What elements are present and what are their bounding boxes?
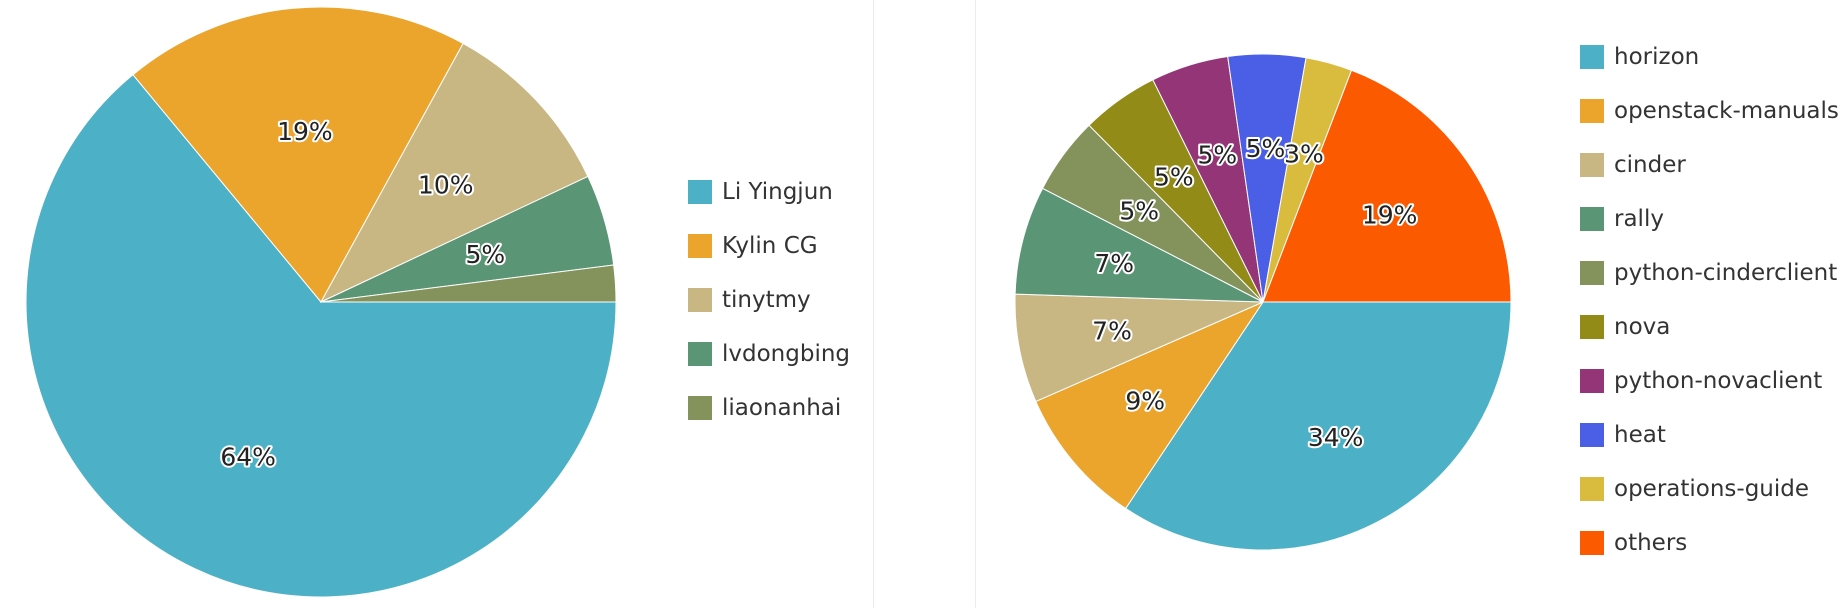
legend-left: Li Yingjun Kylin CG tinytmy lvdongbing liaon… — [688, 165, 850, 435]
pie-chart-left: 64% 19% 10% 5% Li Yingjun Kylin CG tinytmy lvd… — [0, 0, 872, 608]
pie-chart-right: 34% 9% 7% 7% 5% 5% 5% 5% 3% 19% horizon openstack-… — [976, 0, 1844, 608]
slice-value-label: 5% — [1198, 141, 1238, 170]
legend-item[interactable]: others — [1580, 516, 1839, 570]
slice-value-label: 64% — [220, 442, 276, 471]
legend-item[interactable]: Li Yingjun — [688, 165, 850, 219]
legend-item[interactable]: python-novaclient — [1580, 354, 1839, 408]
legend-swatch — [688, 396, 712, 420]
slice-value-label: 3% — [1284, 139, 1324, 168]
legend-swatch — [1580, 477, 1604, 501]
pie-right-svg: 34%9%7%7%5%5%5% 5%3%19% — [1014, 53, 1512, 551]
legend-label: tinytmy — [722, 287, 811, 313]
legend-label: cinder — [1614, 152, 1686, 178]
legend-swatch — [688, 342, 712, 366]
legend-label: horizon — [1614, 44, 1700, 70]
legend-item[interactable]: nova — [1580, 300, 1839, 354]
slice-value-label: 5% — [1119, 196, 1159, 225]
legend-label: rally — [1614, 206, 1664, 232]
legend-item[interactable]: Kylin CG — [688, 219, 850, 273]
pie-slice-kylin-cg[interactable] — [132, 6, 464, 303]
legend-label: lvdongbing — [722, 341, 851, 367]
legend-item[interactable]: openstack-manuals — [1580, 84, 1839, 138]
panel-divider — [975, 0, 976, 608]
slice-value-label: 10% — [418, 170, 474, 199]
legend-label: nova — [1614, 314, 1671, 340]
panel-divider — [873, 0, 874, 608]
legend-label: python-cinderclient — [1614, 260, 1838, 286]
legend-item[interactable]: cinder — [1580, 138, 1839, 192]
legend-swatch — [1580, 207, 1604, 231]
legend-label: Li Yingjun — [722, 179, 833, 205]
slice-value-label: 34% — [1308, 423, 1364, 452]
legend-item[interactable]: operations-guide — [1580, 462, 1839, 516]
legend-swatch — [1580, 261, 1604, 285]
slice-value-label: 5% — [1246, 134, 1286, 163]
legend-swatch — [1580, 315, 1604, 339]
slice-value-label: 5% — [1154, 162, 1194, 191]
legend-item[interactable]: lvdongbing — [688, 327, 850, 381]
legend-item[interactable]: python-cinderclient — [1580, 246, 1839, 300]
slice-value-label: 19% — [1362, 200, 1418, 229]
legend-swatch — [1580, 99, 1604, 123]
pie-slice-cinder[interactable] — [1014, 293, 1264, 403]
pie-slice-rally[interactable] — [1014, 187, 1264, 303]
slice-value-label: 7% — [1094, 249, 1134, 278]
legend-item[interactable]: tinytmy — [688, 273, 850, 327]
slice-value-label: 9% — [1125, 386, 1165, 415]
legend-item[interactable]: heat — [1580, 408, 1839, 462]
legend-item[interactable]: horizon — [1580, 30, 1839, 84]
slice-value-label: 7% — [1092, 317, 1132, 346]
slice-value-label: 5% — [465, 240, 505, 269]
legend-swatch — [688, 288, 712, 312]
legend-item[interactable]: rally — [1580, 192, 1839, 246]
legend-swatch — [688, 234, 712, 258]
pie-slice-openstack-manuals[interactable] — [1035, 300, 1265, 510]
pie-left-svg: 64% 19% 10% 5% — [25, 6, 617, 598]
legend-swatch — [1580, 531, 1604, 555]
legend-label: python-novaclient — [1614, 368, 1823, 394]
pie-slice-others[interactable] — [1262, 69, 1512, 303]
legend-label: operations-guide — [1614, 476, 1810, 502]
legend-swatch — [1580, 153, 1604, 177]
pie-slice-tinytmy[interactable] — [319, 42, 589, 304]
legend-swatch — [1580, 369, 1604, 393]
legend-swatch — [688, 180, 712, 204]
legend-label: Kylin CG — [722, 233, 818, 259]
legend-swatch — [1580, 423, 1604, 447]
pie-slice-liaonanhai[interactable] — [320, 264, 617, 303]
slice-value-label: 19% — [277, 117, 333, 146]
legend-item[interactable]: liaonanhai — [688, 381, 850, 435]
legend-right: horizon openstack-manuals cinder rally pytho… — [1580, 30, 1839, 570]
legend-label: others — [1614, 530, 1688, 556]
pie-slice-li-yingjun[interactable] — [25, 73, 617, 598]
legend-label: liaonanhai — [722, 395, 842, 421]
legend-label: heat — [1614, 422, 1666, 448]
legend-label: openstack-manuals — [1614, 98, 1839, 124]
legend-swatch — [1580, 45, 1604, 69]
